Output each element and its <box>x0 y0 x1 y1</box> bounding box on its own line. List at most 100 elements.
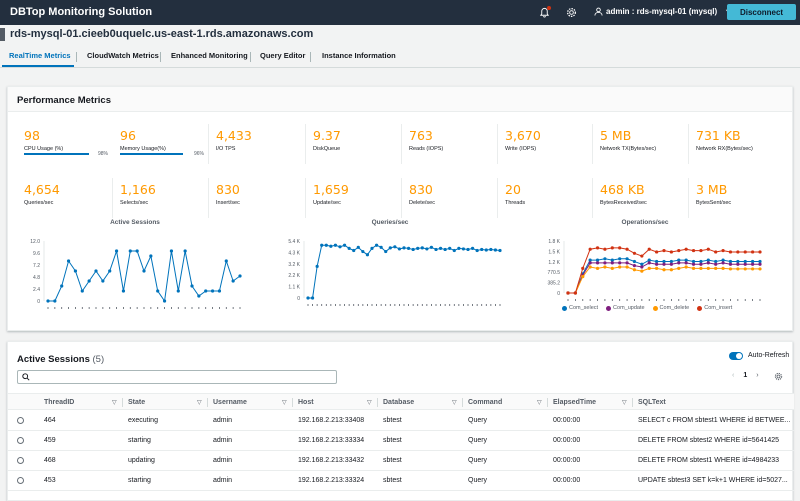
column-header[interactable]: SQLText <box>638 399 666 406</box>
filter-icon[interactable]: ▽ <box>452 400 457 406</box>
data-point <box>662 248 666 253</box>
y-tick-label: 2.4 <box>33 287 40 293</box>
y-tick-label: 385.2 <box>547 281 560 287</box>
table-cell: 468 <box>44 457 56 464</box>
data-point <box>231 279 235 283</box>
prev-page-icon[interactable]: ‹ <box>732 372 735 379</box>
table-row[interactable]: 453 starting admin 192.168.2.213:33324 sbtes… <box>8 471 794 491</box>
column-header[interactable]: Username <box>213 399 247 406</box>
bell-icon[interactable] <box>539 7 550 18</box>
metric-value: 4,654 <box>24 182 60 197</box>
tab-divider <box>310 52 311 62</box>
data-point <box>402 246 406 250</box>
y-tick-label: 1.2 K <box>548 260 560 266</box>
row-select-radio[interactable] <box>17 437 24 444</box>
metric-row2-1: 1,166 Selects/sec <box>120 182 156 206</box>
data-point <box>416 246 420 250</box>
tab-instance-information[interactable]: Instance Information <box>322 51 396 60</box>
data-point <box>87 279 91 283</box>
user-menu[interactable]: admin : rds-mysql-01 (mysql) <box>594 7 733 16</box>
column-header[interactable]: Command <box>468 399 503 406</box>
data-point <box>352 248 356 253</box>
legend-item[interactable]: Com_delete <box>652 305 690 311</box>
metric-divider <box>688 124 689 164</box>
data-point <box>397 247 402 251</box>
metric-label: Update/sec <box>313 200 341 206</box>
filter-icon[interactable]: ▽ <box>622 400 627 406</box>
instance-name: rds-mysql-01.cieeb0uquelc.us-east-1.rds.… <box>10 28 314 40</box>
data-point <box>324 243 328 247</box>
y-tick-label: 1.8 K <box>548 239 560 245</box>
active-tab-indicator <box>2 65 74 67</box>
tab-cloudwatch-metrics[interactable]: CloudWatch Metrics <box>87 51 159 60</box>
metric-divider <box>208 178 209 218</box>
data-point <box>493 248 498 252</box>
row-select-radio[interactable] <box>17 417 24 424</box>
filter-icon[interactable]: ▽ <box>537 400 542 406</box>
gear-icon[interactable] <box>566 7 577 18</box>
search-input[interactable] <box>17 370 337 384</box>
filter-icon[interactable]: ▽ <box>197 400 202 406</box>
column-header[interactable]: Host <box>298 399 314 406</box>
legend-item[interactable]: Com_update <box>606 305 645 311</box>
table-cell: Query <box>468 437 488 444</box>
data-point <box>691 262 696 266</box>
data-point <box>581 266 585 270</box>
legend-label: Com_select <box>569 305 599 311</box>
data-point <box>204 289 208 293</box>
metric-value: 468 KB <box>600 182 645 197</box>
metric-row2-2: 830 Insert/sec <box>216 182 240 206</box>
row-select-radio[interactable] <box>17 477 24 484</box>
metric-divider <box>592 124 593 164</box>
tab-realtime-metrics[interactable]: RealTime Metrics <box>9 51 71 60</box>
data-point <box>425 247 429 251</box>
data-point <box>190 284 194 288</box>
y-tick-label: 4.8 <box>33 275 40 281</box>
filter-icon[interactable]: ▽ <box>112 400 117 406</box>
data-point <box>743 259 747 264</box>
column-header[interactable]: Database <box>383 399 415 406</box>
metric-value: 3,670 <box>505 128 541 143</box>
auto-refresh-toggle[interactable] <box>729 352 743 360</box>
filter-icon[interactable]: ▽ <box>367 400 372 406</box>
metric-value: 731 KB <box>696 128 741 143</box>
table-row[interactable]: 464 executing admin 192.168.2.213:33408 sbte… <box>8 411 794 431</box>
column-divider <box>462 398 463 407</box>
metric-row2-6: 468 KB BytesReceived/sec <box>600 182 647 206</box>
column-header[interactable]: State <box>128 399 146 406</box>
y-tick-label: 0 <box>297 296 300 302</box>
data-point <box>114 249 119 253</box>
sessions-count: (5) <box>92 354 105 365</box>
data-point <box>434 247 438 252</box>
column-divider <box>377 398 378 407</box>
data-point <box>489 247 493 252</box>
next-page-icon[interactable]: › <box>756 372 759 379</box>
legend-label: Com_delete <box>659 305 690 311</box>
column-header[interactable]: ElapsedTime <box>553 399 597 406</box>
row-select-radio[interactable] <box>17 457 24 464</box>
table-row[interactable]: 468 updating admin 192.168.2.213:33432 sbtes… <box>8 451 794 471</box>
legend-item[interactable]: Com_select <box>562 305 598 311</box>
chart-title-operations: Operations/sec <box>621 219 669 226</box>
page-number[interactable]: 1 <box>743 372 748 379</box>
tab-enhanced-monitoring[interactable]: Enhanced Monitoring <box>171 51 248 60</box>
metric-value: 96 <box>120 128 136 143</box>
column-header[interactable]: ThreadID <box>44 399 75 406</box>
data-point <box>121 289 126 293</box>
tab-query-editor[interactable]: Query Editor <box>260 51 306 60</box>
panel-title: Performance Metrics <box>17 95 111 106</box>
table-row[interactable]: 459 starting admin 192.168.2.213:33334 sbtes… <box>8 431 794 451</box>
table-cell: admin <box>213 437 233 444</box>
data-point <box>101 279 105 283</box>
table-settings-icon[interactable] <box>774 372 783 381</box>
data-point <box>728 267 733 271</box>
legend-item[interactable]: Com_insert <box>697 305 732 311</box>
data-point <box>728 250 733 254</box>
data-point <box>743 262 747 266</box>
data-point <box>632 268 637 272</box>
filter-icon[interactable]: ▽ <box>282 400 287 406</box>
y-tick-label: 7.2 <box>33 263 40 269</box>
disconnect-button[interactable]: Disconnect <box>727 4 796 20</box>
metric-label: BytesReceived/sec <box>600 200 647 206</box>
data-point <box>640 262 644 266</box>
